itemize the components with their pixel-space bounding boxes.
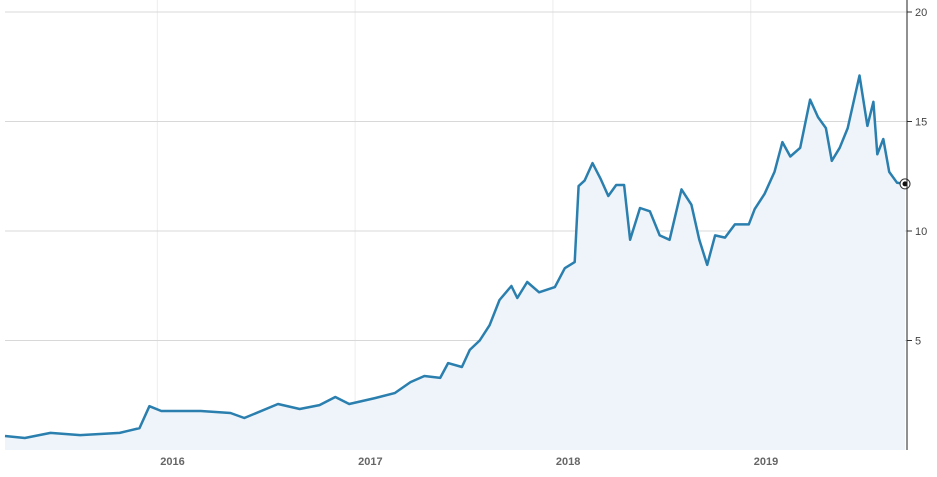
y-tick-label: 15 xyxy=(915,116,927,128)
x-tick-label: 2018 xyxy=(556,456,580,468)
price-line xyxy=(4,74,906,440)
area-fill xyxy=(5,75,906,450)
x-tick-label: 2019 xyxy=(754,456,778,468)
y-tick-label: 5 xyxy=(915,335,921,347)
x-tick-label: 2017 xyxy=(358,456,382,468)
y-tick-label: 10 xyxy=(915,226,927,238)
x-tick-label: 2016 xyxy=(160,456,184,468)
y-tick-label: 20 xyxy=(915,7,927,19)
last-point-dot xyxy=(902,181,908,187)
